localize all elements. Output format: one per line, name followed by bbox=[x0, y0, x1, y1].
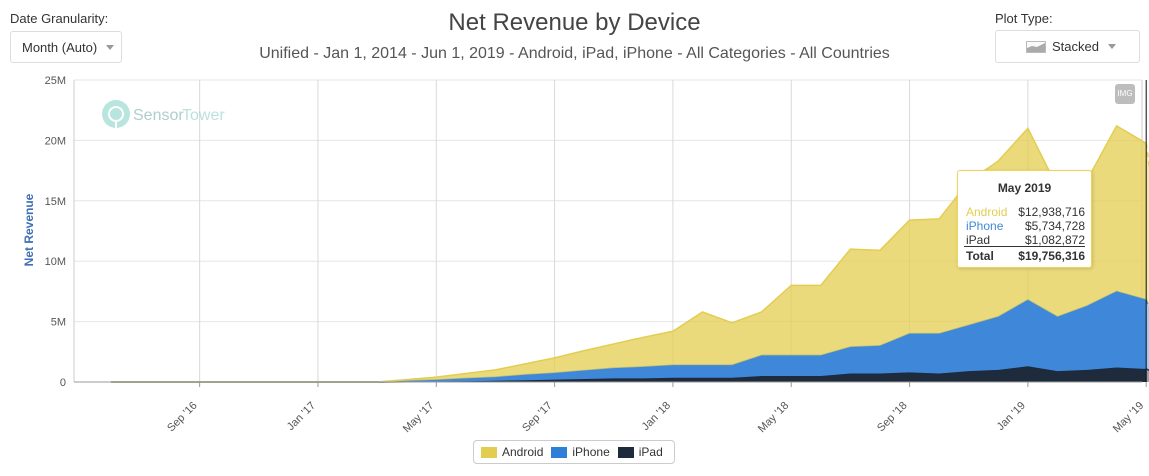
x-tick-label: Sep '17 bbox=[520, 400, 555, 435]
tooltip-total-value: $19,756,316 bbox=[1018, 249, 1085, 263]
watermark-tower: Tower bbox=[182, 107, 225, 124]
legend-item-ipad[interactable]: iPad bbox=[617, 445, 663, 459]
area-iphone bbox=[110, 291, 1147, 382]
granularity-value: Month (Auto) bbox=[22, 39, 98, 55]
y-tick-label: 15M bbox=[45, 196, 66, 208]
chevron-down-icon bbox=[106, 44, 115, 50]
tooltip-label: Android bbox=[966, 205, 1008, 219]
tooltip-row-iphone: iPhone $5,734,728 bbox=[966, 219, 1085, 233]
x-tick-label: Sep '18 bbox=[875, 400, 910, 435]
area-iphone-partial bbox=[1146, 299, 1149, 371]
legend-label: Android bbox=[502, 445, 544, 459]
area-android-partial bbox=[1146, 143, 1149, 307]
legend-label: iPhone bbox=[572, 445, 610, 459]
legend-swatch-iphone bbox=[551, 446, 568, 458]
tooltip-date: May 2019 bbox=[997, 181, 1052, 195]
x-tick-label: May '17 bbox=[401, 400, 436, 435]
y-tick-label: 5M bbox=[51, 317, 66, 329]
watermark-sensor: Sensor bbox=[133, 107, 184, 124]
y-tick-label: 20M bbox=[45, 135, 66, 147]
x-tick-label: Sep '16 bbox=[165, 400, 200, 435]
export-image-button[interactable]: IMG bbox=[1115, 84, 1135, 104]
chart-title: Net Revenue by Device bbox=[448, 9, 701, 36]
area-android bbox=[110, 125, 1147, 383]
tooltip-row-android: Android $12,938,716 bbox=[966, 205, 1085, 219]
tooltip-label: iPad bbox=[966, 233, 991, 247]
area-ipad bbox=[110, 366, 1147, 382]
tooltip-value: $12,938,716 bbox=[1018, 205, 1085, 219]
area-ipad-partial bbox=[1146, 368, 1149, 382]
x-tick-label: Jan '18 bbox=[640, 400, 673, 433]
legend-label: iPad bbox=[638, 445, 663, 459]
legend: Android iPhone iPad bbox=[473, 440, 675, 464]
plot-type-dropdown[interactable]: Stacked bbox=[995, 30, 1140, 63]
x-tick-label: May '19 bbox=[1111, 400, 1146, 435]
chevron-down-icon bbox=[1107, 44, 1116, 49]
y-axis-title: Net Revenue bbox=[22, 193, 36, 266]
tooltip-value: $1,082,872 bbox=[1024, 233, 1085, 247]
tooltip-label: iPhone bbox=[966, 219, 1004, 233]
area-chart-icon bbox=[1026, 40, 1046, 53]
y-tick-label: 10M bbox=[45, 256, 66, 268]
x-tick-label: May '18 bbox=[756, 400, 791, 435]
legend-item-android[interactable]: Android bbox=[481, 445, 543, 459]
legend-swatch-ipad bbox=[617, 446, 634, 458]
plot-type-label: Plot Type: bbox=[995, 11, 1053, 26]
plot-type-value: Stacked bbox=[1052, 39, 1099, 54]
sensortower-watermark: Sensor Tower bbox=[102, 100, 225, 128]
sensortower-logo-icon bbox=[102, 100, 130, 128]
tooltip-row-ipad: iPad $1,082,872 bbox=[966, 233, 1085, 247]
chart-subtitle: Unified - Jan 1, 2014 - Jun 1, 2019 - An… bbox=[259, 45, 890, 62]
tooltip-total-label: Total bbox=[966, 249, 994, 263]
tooltip-divider bbox=[964, 246, 1085, 247]
y-tick-label: 0 bbox=[60, 377, 66, 389]
y-tick-label: 25M bbox=[45, 75, 66, 87]
legend-item-iphone[interactable]: iPhone bbox=[551, 445, 610, 459]
x-tick-label: Jan '19 bbox=[995, 400, 1028, 433]
legend-swatch-android bbox=[481, 446, 497, 458]
granularity-label: Date Granularity: bbox=[10, 11, 109, 26]
tooltip-row-total: Total $19,756,316 bbox=[966, 249, 1085, 263]
x-tick-label: Jan '17 bbox=[285, 400, 318, 433]
granularity-dropdown[interactable]: Month (Auto) bbox=[10, 31, 122, 63]
tooltip-value: $5,734,728 bbox=[1024, 219, 1085, 233]
tooltip: May 2019 Android $12,938,716 iPhone $5,7… bbox=[957, 170, 1092, 268]
